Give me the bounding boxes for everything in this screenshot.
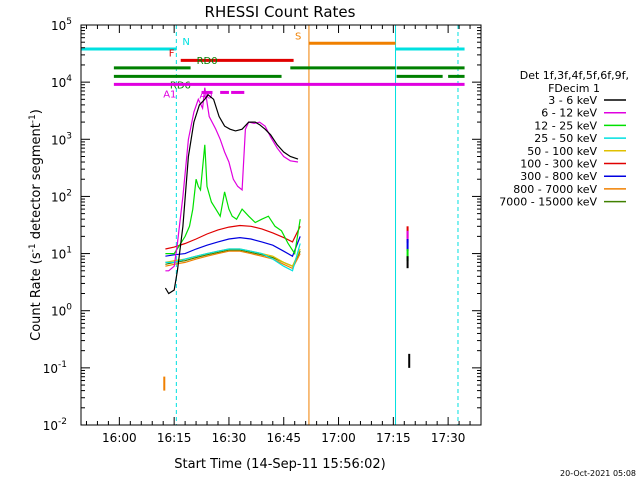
plot-frame (80, 24, 482, 426)
footer-stamp: 20-Oct-2021 05:08 (560, 469, 636, 478)
x-tick-label-4: 17:00 (321, 431, 356, 445)
series-line-300-800-kev (165, 236, 301, 258)
x-tick-label-6: 17:30 (431, 431, 466, 445)
legend: Det 1f,3f,4f,5f,6f,9f, FDecim 1 3 - 6 ke… (499, 69, 629, 209)
series-line-25-50-kev (165, 243, 301, 272)
series-line-3-6-kev (164, 93, 299, 295)
y-label-mid: detector segment (29, 123, 44, 243)
flag-label-a1: A1 (163, 89, 176, 100)
x-tick-label-5: 17:15 (376, 431, 411, 445)
y-label-sup2: -1 (28, 114, 38, 123)
chart-title: RHESSI Count Rates (205, 3, 356, 21)
plot-content: NSFRD0RD6A1A0 (80, 25, 465, 425)
y-tick-label-2: 103 (51, 131, 72, 147)
series-line-800-7000-kev (165, 250, 301, 270)
flag-label-f: F (169, 48, 175, 59)
legend-label-0: 3 - 6 keV (548, 94, 597, 107)
y-axis: 105 104 103 102 101 100 10-1 10-2 (43, 17, 481, 433)
y-tick-label-7: 10-2 (43, 417, 67, 433)
y-label-sup1: -1 (28, 243, 38, 252)
y-label-end: ) (29, 109, 44, 114)
y-tick-label-4: 101 (51, 246, 72, 262)
flag-label-rd0: RD0 (197, 56, 218, 67)
flag-label-s: S (295, 31, 301, 42)
y-tick-label-5: 100 (51, 303, 72, 319)
series-line-12-25-kev (165, 144, 301, 256)
legend-label-3: 25 - 50 keV (534, 132, 597, 145)
legend-label-5: 100 - 300 keV (520, 158, 597, 171)
legend-label-8: 7000 - 15000 keV (499, 196, 597, 209)
y-tick-label-1: 104 (51, 74, 72, 90)
x-tick-label-1: 16:15 (157, 431, 192, 445)
flag-label-n: N (182, 37, 189, 48)
legend-label-2: 12 - 25 keV (534, 119, 597, 132)
y-tick-label-3: 102 (51, 188, 72, 204)
x-tick-label-2: 16:30 (212, 431, 247, 445)
y-tick-label-0: 105 (51, 17, 72, 33)
legend-label-1: 6 - 12 keV (541, 107, 597, 120)
legend-label-4: 50 - 100 keV (527, 145, 597, 158)
x-axis: 16:00 16:15 16:30 16:45 17:00 17:15 17:30 (85, 25, 482, 445)
legend-label-6: 300 - 800 keV (520, 170, 597, 183)
x-axis-label: Start Time (14-Sep-11 15:56:02) (174, 457, 385, 472)
legend-label-7: 800 - 7000 keV (513, 183, 597, 196)
legend-header-2: FDecim 1 (548, 82, 600, 95)
y-label-main: Count Rate (s (29, 252, 44, 341)
series-line-100-300-kev (165, 224, 301, 250)
y-tick-label-6: 10-1 (43, 360, 67, 376)
y-axis-label: Count Rate (s-1 detector segment-1) (28, 109, 44, 341)
x-tick-label-3: 16:45 (266, 431, 301, 445)
x-tick-label-0: 16:00 (102, 431, 137, 445)
legend-header-1: Det 1f,3f,4f,5f,6f,9f, (520, 69, 629, 82)
